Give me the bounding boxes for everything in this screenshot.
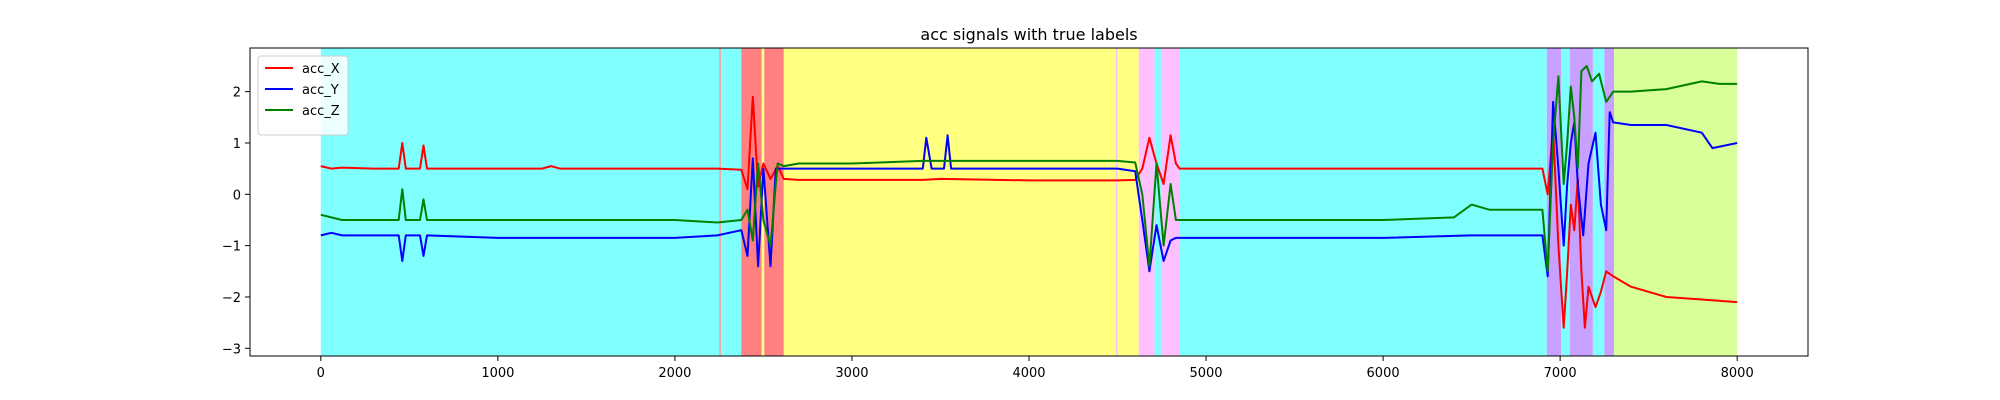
label-band bbox=[1138, 48, 1155, 356]
x-tick-label: 7000 bbox=[1544, 366, 1577, 381]
signal-lines bbox=[320, 65, 1738, 329]
label-band bbox=[741, 48, 762, 356]
label-band bbox=[719, 48, 721, 356]
label-band bbox=[720, 48, 742, 356]
label-band bbox=[761, 48, 765, 356]
y-tick-label: −1 bbox=[222, 240, 241, 255]
x-tick-label: 4000 bbox=[1012, 366, 1045, 381]
series-line-acc_X bbox=[320, 95, 1738, 329]
label-band bbox=[320, 48, 720, 356]
chart-title: acc signals with true labels bbox=[920, 25, 1137, 44]
label-band bbox=[1179, 48, 1547, 356]
label-band bbox=[1115, 48, 1118, 356]
legend-label-acc_Y: acc_Y bbox=[302, 83, 339, 98]
y-tick-label: 1 bbox=[233, 137, 241, 152]
label-band bbox=[1614, 48, 1738, 356]
legend: acc_X acc_Y acc_Z bbox=[257, 55, 349, 136]
label-band bbox=[1160, 48, 1180, 356]
y-tick-label: −3 bbox=[222, 342, 241, 357]
series-line-acc_Y bbox=[320, 100, 1738, 278]
x-tick-label: 0 bbox=[317, 366, 325, 381]
x-tick-label: 3000 bbox=[835, 366, 868, 381]
label-band bbox=[1604, 48, 1615, 356]
x-tick-label: 6000 bbox=[1367, 366, 1400, 381]
label-band bbox=[1546, 48, 1562, 356]
x-tick-label: 2000 bbox=[658, 366, 691, 381]
label-band bbox=[783, 48, 1116, 356]
label-band bbox=[1592, 48, 1605, 356]
x-tick-label: 1000 bbox=[481, 366, 514, 381]
y-tick-label: 2 bbox=[233, 86, 241, 101]
x-tick-label: 5000 bbox=[1189, 366, 1222, 381]
legend-box bbox=[257, 55, 349, 136]
x-axis: 0 1000 2000 3000 4000 5000 6000 7000 8000 bbox=[317, 356, 1754, 381]
y-axis: −3 −2 −1 0 1 2 bbox=[222, 86, 250, 357]
label-bands bbox=[320, 48, 1738, 356]
y-tick-label: −2 bbox=[222, 291, 241, 306]
legend-label-acc_X: acc_X bbox=[302, 62, 340, 77]
series-line-acc_Z bbox=[320, 65, 1738, 273]
x-tick-label: 8000 bbox=[1721, 366, 1754, 381]
label-band bbox=[1117, 48, 1139, 356]
label-band bbox=[1154, 48, 1161, 356]
y-tick-label: 0 bbox=[233, 188, 241, 203]
legend-label-acc_Z: acc_Z bbox=[302, 104, 340, 119]
